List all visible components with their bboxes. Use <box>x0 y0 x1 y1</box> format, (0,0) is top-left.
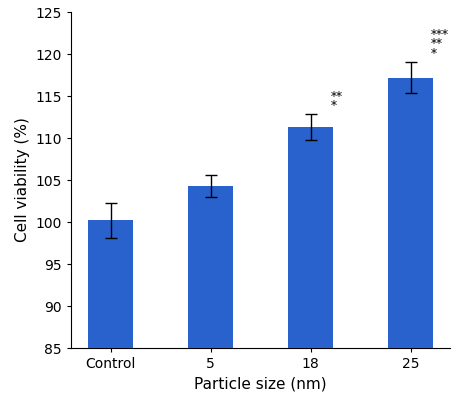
Bar <box>288 127 333 400</box>
Bar <box>388 78 433 400</box>
Text: ***: *** <box>431 29 449 42</box>
Text: *: * <box>331 100 337 113</box>
Text: **: ** <box>431 38 443 52</box>
Bar <box>88 220 133 400</box>
Text: *: * <box>431 48 437 61</box>
Text: **: ** <box>331 90 343 104</box>
X-axis label: Particle size (nm): Particle size (nm) <box>194 376 327 392</box>
Y-axis label: Cell viability (%): Cell viability (%) <box>15 118 30 242</box>
Bar <box>188 186 233 400</box>
